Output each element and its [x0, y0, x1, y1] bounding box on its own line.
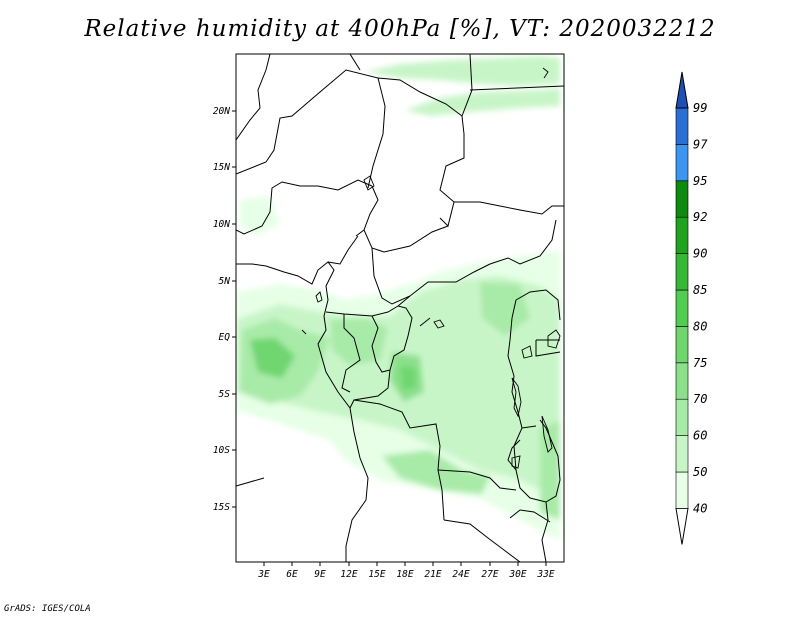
legend-label-75: 75	[693, 356, 707, 370]
lon-label-24e: 24E	[452, 569, 469, 580]
legend-label-60: 60	[693, 429, 707, 443]
legend-label-50: 50	[693, 465, 707, 479]
legend-box-60	[675, 398, 689, 436]
lakes	[301, 67, 561, 469]
legend-label-92: 92	[693, 210, 707, 224]
legend-box-90	[675, 216, 689, 254]
lon-label-12e: 12E	[340, 569, 357, 580]
legend-lower-triangle	[675, 507, 689, 545]
lat-label-15s: 15S	[213, 502, 230, 513]
lon-label-21e: 21E	[424, 569, 441, 580]
lon-label-6e: 6E	[286, 569, 298, 580]
legend-label-97: 97	[693, 137, 708, 151]
legend-box-95	[675, 144, 689, 182]
map-frame	[235, 53, 565, 563]
lat-label-20n: 20N	[213, 106, 230, 117]
lat-label-15n: 15N	[213, 162, 230, 173]
legend-box-85	[675, 253, 689, 291]
legend-label-40: 40	[693, 501, 707, 515]
legend-box-92	[675, 180, 689, 218]
humidity-field	[236, 56, 560, 540]
lon-label-3e: 3E	[257, 569, 270, 580]
legend-upper-triangle	[675, 71, 689, 109]
legend-box-75	[675, 326, 689, 364]
latitude-axis	[232, 110, 236, 508]
legend-label-70: 70	[693, 392, 707, 406]
legend-box-40	[675, 471, 689, 509]
legend-box-97	[675, 107, 689, 145]
lon-label-33e: 33E	[536, 569, 554, 580]
legend-label-90: 90	[693, 247, 707, 261]
legend-label-99: 99	[693, 101, 707, 115]
longitude-axis	[263, 562, 547, 566]
lat-label-10s: 10S	[213, 445, 230, 456]
legend-box-70	[675, 362, 689, 400]
legend-label-85: 85	[693, 283, 707, 297]
lon-label-9e: 9E	[314, 569, 326, 580]
lat-label-10n: 10N	[213, 219, 230, 230]
lon-label-30e: 30E	[508, 569, 526, 580]
country-borders	[236, 54, 564, 562]
color-legend: 40 50 60 70 75 80 85 90 92 95 97 99	[675, 71, 708, 545]
lat-label-5n: 5N	[219, 276, 231, 287]
credit-label: GrADS: IGES/COLA	[4, 604, 91, 614]
lon-label-15e: 15E	[368, 569, 385, 580]
lon-label-18e: 18E	[396, 569, 413, 580]
map-title: Relative humidity at 400hPa [%], VT: 202…	[84, 16, 716, 42]
legend-box-50	[675, 435, 689, 473]
legend-label-80: 80	[693, 319, 707, 333]
lat-label-eq: EQ	[219, 332, 231, 343]
lat-label-5s: 5S	[219, 389, 231, 400]
legend-box-80	[675, 289, 689, 327]
legend-label-95: 95	[693, 174, 707, 188]
lon-label-27e: 27E	[481, 569, 498, 580]
